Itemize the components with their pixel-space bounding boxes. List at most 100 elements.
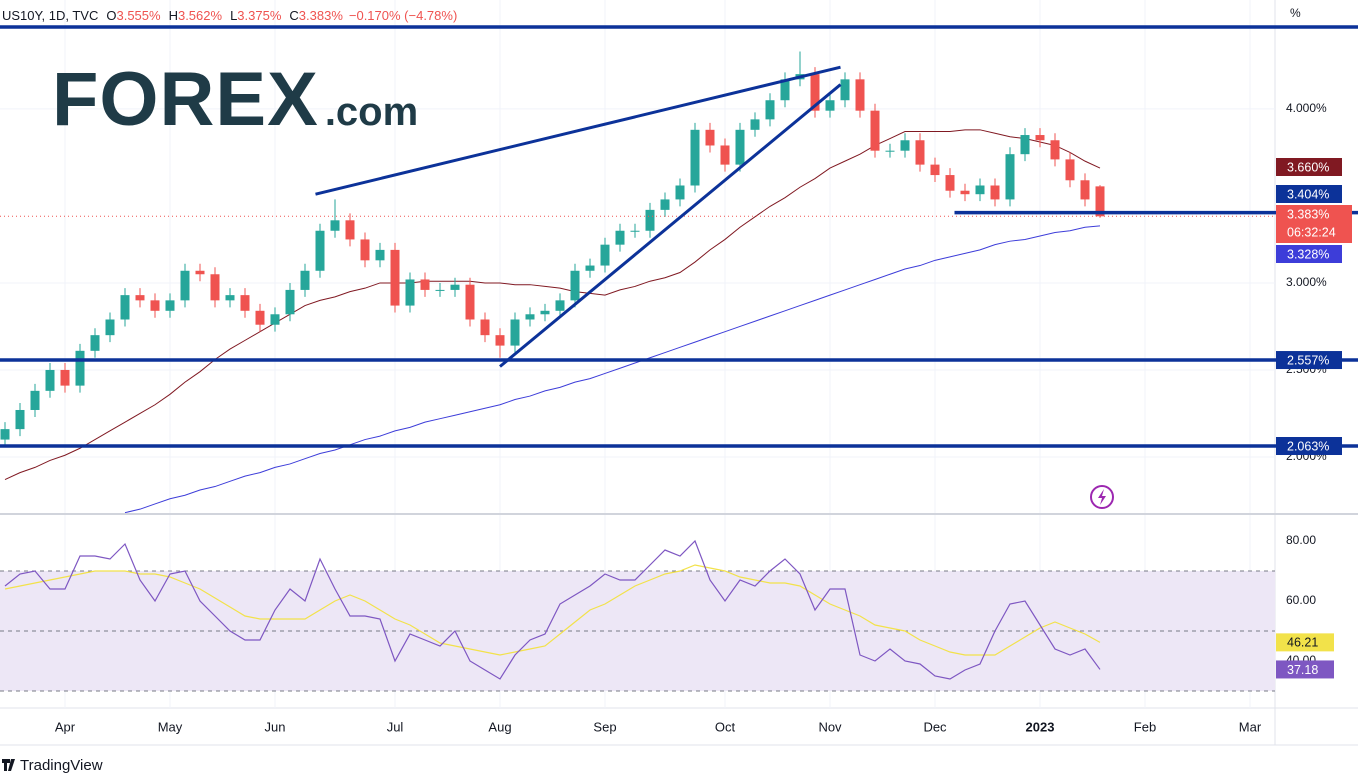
y-tick-label: 60.00 (1286, 593, 1316, 607)
candle-body (90, 335, 100, 351)
candle-body (375, 249, 385, 261)
ohlc-key: H (169, 8, 178, 23)
price-badge (1276, 245, 1342, 263)
candle-body (345, 220, 355, 240)
candle-body (930, 164, 940, 176)
candle-body (615, 230, 625, 245)
candle-body (585, 265, 595, 271)
price-badge (1276, 158, 1342, 176)
alert-circle[interactable] (1090, 485, 1114, 509)
ohlc-value: 3.562% (178, 8, 223, 23)
x-tick-label: 2023 (1026, 719, 1055, 734)
price-pane (0, 0, 1275, 513)
value-badge (1276, 633, 1334, 652)
x-tick-label: Oct (715, 719, 736, 734)
footer-text[interactable]: TradingView (20, 757, 103, 774)
moving-average (4, 129, 1101, 481)
candle-body (960, 190, 970, 195)
tv-icon[interactable] (2, 759, 15, 771)
candle-body (630, 230, 640, 232)
candle-body (720, 145, 730, 165)
candle-body (780, 79, 790, 101)
logo-suffix: .com (324, 90, 419, 134)
symbol: US10Y, 1D, TVC (2, 8, 98, 23)
candle-body (315, 230, 325, 271)
candle-body (420, 279, 430, 290)
candle-body (570, 270, 580, 301)
x-tick-label: May (158, 719, 183, 734)
candle-body (15, 409, 25, 430)
candle-body (360, 239, 370, 261)
candle-body (825, 100, 835, 111)
candle-body (45, 369, 55, 391)
x-tick-label: Jun (265, 719, 286, 734)
candle-body (150, 300, 160, 311)
candle-body (480, 319, 490, 336)
axes: Apr May Jun Jul Aug Sep Oct Nov Dec 2023 Feb Mar 4.0… (55, 25, 1358, 734)
candle-body (450, 284, 460, 290)
candle-body (1050, 140, 1060, 160)
candle-body (495, 335, 505, 346)
candle-body (240, 295, 250, 311)
level-badge (1276, 437, 1342, 456)
candle-body (105, 319, 115, 336)
ohlc-key: O (106, 8, 116, 23)
candle-body (975, 185, 985, 195)
candle-body (840, 79, 850, 101)
candle-body (750, 119, 760, 130)
candle-body (30, 390, 40, 410)
x-tick-label: Mar (1239, 719, 1262, 734)
candle-body (1065, 159, 1075, 181)
candle-body (915, 140, 925, 165)
level-badge (1276, 351, 1342, 370)
ohlc-key: L (230, 8, 237, 23)
candle-body (255, 310, 265, 325)
candle-body (645, 209, 655, 231)
candle-body (1080, 180, 1090, 200)
rsi-band (0, 571, 1275, 691)
candle-body (330, 220, 340, 231)
candle-body (75, 350, 85, 386)
value-badge (1276, 660, 1334, 679)
logo: FOREX .com (52, 56, 418, 143)
candle-body (870, 110, 880, 151)
footer-logo[interactable]: TradingView (2, 757, 103, 774)
candle-body (735, 129, 745, 165)
x-tick-label: Jul (387, 719, 404, 734)
trendline (499, 83, 842, 368)
alert-bolt[interactable] (1098, 489, 1106, 505)
rsi-line (4, 564, 1101, 656)
candle-body (60, 369, 70, 386)
alert-icon[interactable] (1090, 485, 1114, 509)
candle-body (435, 289, 445, 291)
candle-body (900, 140, 910, 151)
x-tick-label: Sep (593, 719, 616, 734)
candle-body (1020, 135, 1030, 155)
price-badge-label: 3.660% (1287, 160, 1329, 174)
candle-body (210, 274, 220, 301)
candle-body (225, 295, 235, 301)
ohlc-value: 3.375% (237, 8, 282, 23)
candle-body (195, 270, 205, 275)
price-badge (1276, 205, 1352, 243)
candle-body (810, 74, 820, 111)
axis-unit: % (1290, 6, 1301, 20)
rsi-pane (0, 515, 1275, 708)
candle-body (1005, 154, 1015, 200)
y-tick-label: 80.00 (1286, 533, 1316, 547)
candle-body (540, 310, 550, 315)
candle-body (135, 295, 145, 301)
ohlc-value: 3.555% (116, 8, 161, 23)
price-badge-label: 3.383% (1287, 207, 1329, 221)
trendline (315, 65, 841, 196)
candle-body (855, 79, 865, 111)
y-tick-label: 4.000% (1286, 101, 1327, 115)
x-tick-label: Dec (923, 719, 947, 734)
price-badge-label: 3.328% (1287, 247, 1329, 261)
candle-body (1035, 135, 1045, 141)
candle-body (180, 270, 190, 301)
candle-body (300, 270, 310, 290)
candle-body (0, 429, 10, 440)
